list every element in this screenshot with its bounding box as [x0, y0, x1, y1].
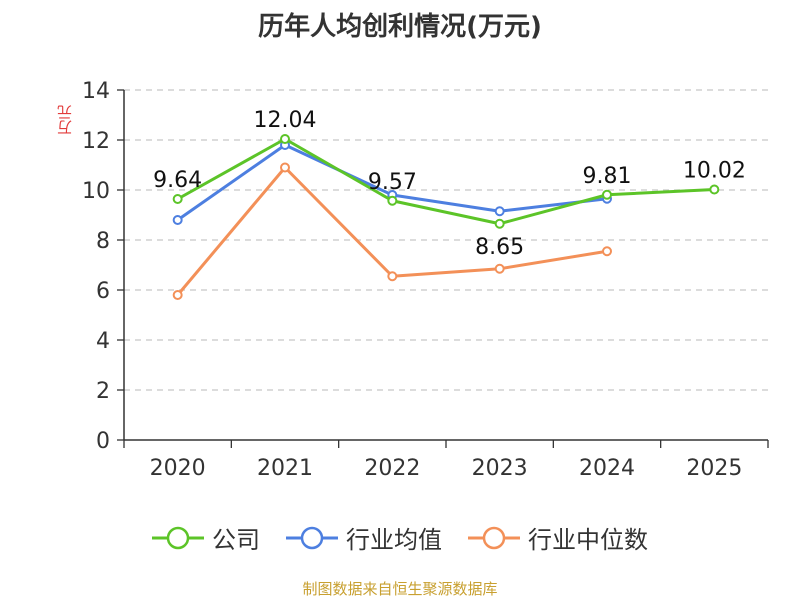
x-tick-label-2024: 2024 — [579, 456, 635, 481]
data-label-company-2021: 12.04 — [254, 108, 317, 133]
data-label-company-2020: 9.64 — [153, 168, 202, 193]
x-tick-label-2022: 2022 — [364, 456, 420, 481]
legend-marker-company — [152, 526, 204, 549]
x-tick-label-2023: 2023 — [472, 456, 528, 481]
data-point-industry_median-2024 — [602, 246, 612, 257]
legend: 公司 行业均值 行业中位数 — [0, 520, 800, 555]
data-point-company-2024 — [602, 189, 612, 200]
data-point-industry_median-2021 — [280, 162, 290, 173]
data-label-company-2022: 9.57 — [368, 170, 417, 195]
data-point-industry_avg-2020 — [172, 215, 183, 225]
data-point-company-2020 — [172, 194, 183, 204]
data-point-company-2021 — [280, 134, 290, 144]
legend-item-industry-median[interactable]: 行业中位数 — [468, 520, 648, 555]
legend-label-industry-avg: 行业均值 — [346, 526, 442, 554]
legend-label-industry-median: 行业中位数 — [528, 526, 648, 554]
data-label-company-2025: 10.02 — [683, 159, 746, 184]
data-point-industry_median-2023 — [494, 263, 505, 274]
data-label-company-2024: 9.81 — [583, 164, 632, 189]
chart-title: 历年人均创利情况(万元) — [258, 12, 542, 42]
x-tick-label-2020: 2020 — [150, 456, 206, 481]
legend-item-industry-avg[interactable]: 行业均值 — [286, 520, 442, 555]
x-tick-label-2025: 2025 — [686, 456, 742, 481]
series-line-company — [176, 137, 715, 226]
x-tick-label-2021: 2021 — [257, 456, 313, 481]
source-note: 制图数据来自恒生聚源数据库 — [302, 580, 498, 598]
data-point-industry_median-2022 — [387, 271, 398, 282]
data-label-company-2023: 8.65 — [475, 235, 524, 260]
y-tick-label: 14 — [82, 79, 110, 104]
legend-item-company[interactable]: 公司 — [152, 520, 260, 555]
legend-label-company: 公司 — [212, 526, 260, 554]
y-tick-label: 2 — [96, 379, 110, 404]
y-tick-label: 12 — [82, 129, 110, 154]
y-tick-label: 6 — [96, 279, 110, 304]
y-tick-label: 8 — [96, 229, 110, 254]
y-tick-label: 10 — [82, 179, 110, 204]
data-point-company-2023 — [494, 218, 505, 229]
data-point-company-2022 — [387, 195, 398, 206]
legend-marker-industry-median — [468, 526, 520, 549]
y-tick-label: 4 — [96, 329, 110, 354]
y-tick-label: 0 — [96, 429, 110, 454]
data-point-company-2025 — [709, 184, 720, 195]
data-point-industry_avg-2023 — [494, 206, 505, 217]
data-point-industry_median-2020 — [172, 290, 183, 300]
legend-marker-industry-avg — [286, 526, 338, 549]
